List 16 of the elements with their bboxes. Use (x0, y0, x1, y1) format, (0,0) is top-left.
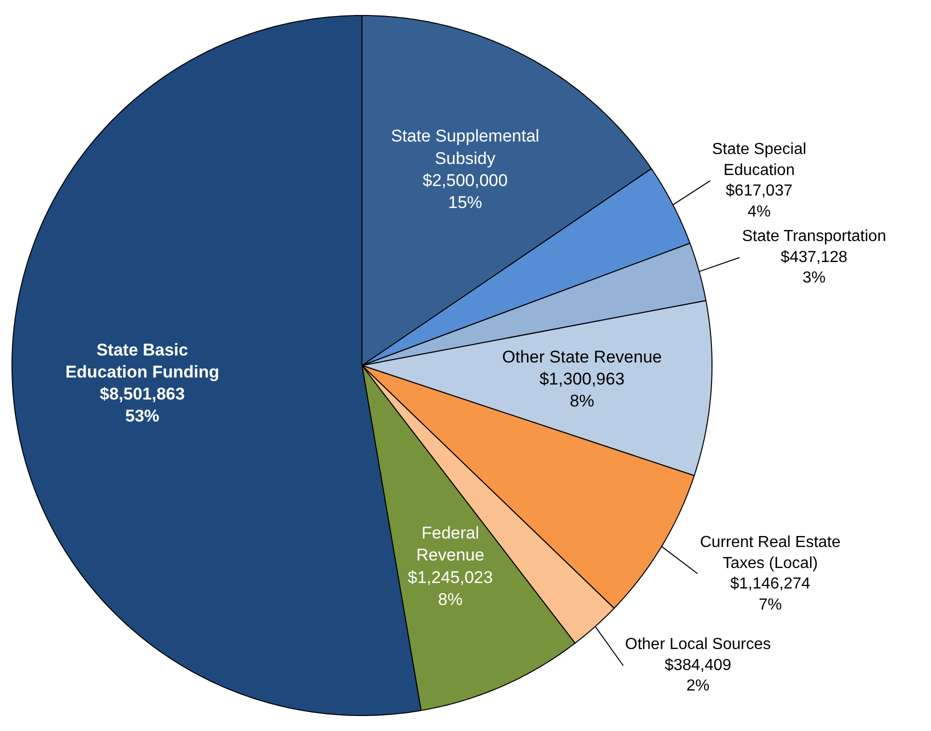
data-label: $1,146,274 7% (730, 576, 810, 614)
data-label: $8,501,863 53% (100, 384, 185, 426)
slice-label: Other Local Sources (625, 636, 771, 653)
data-label: $384,409 2% (664, 656, 732, 695)
slice-label: Current Real Estate Taxes (Local) (700, 534, 841, 572)
slice-label: State Basic Education Funding (65, 340, 220, 382)
data-label: $617,037 4% (726, 182, 793, 220)
data-label: $437,128 3% (780, 248, 848, 287)
slice-label: Federal Revenue (416, 524, 484, 565)
slice-label: State Transportation (742, 228, 886, 245)
slice-label: State Special Education (712, 141, 806, 179)
data-label: $1,300,963 8% (539, 369, 625, 411)
data-label: $2,500,000 15% (422, 170, 508, 212)
slice-label: State Supplemental Subsidy (390, 126, 540, 168)
data-label: $1,245,023 8% (408, 568, 493, 609)
slice-label: Other State Revenue (502, 347, 662, 366)
